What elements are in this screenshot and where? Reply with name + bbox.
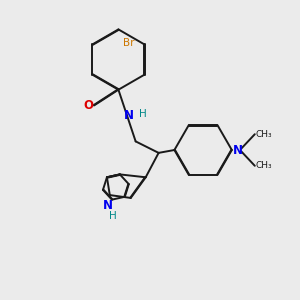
Text: CH₃: CH₃ [255, 161, 272, 170]
Text: O: O [84, 99, 94, 112]
Text: N: N [124, 109, 134, 122]
Text: H: H [109, 211, 116, 221]
Text: CH₃: CH₃ [255, 130, 272, 139]
Text: Br: Br [123, 38, 134, 48]
Text: H: H [139, 109, 147, 119]
Text: N: N [103, 200, 113, 212]
Text: N: N [232, 143, 243, 157]
